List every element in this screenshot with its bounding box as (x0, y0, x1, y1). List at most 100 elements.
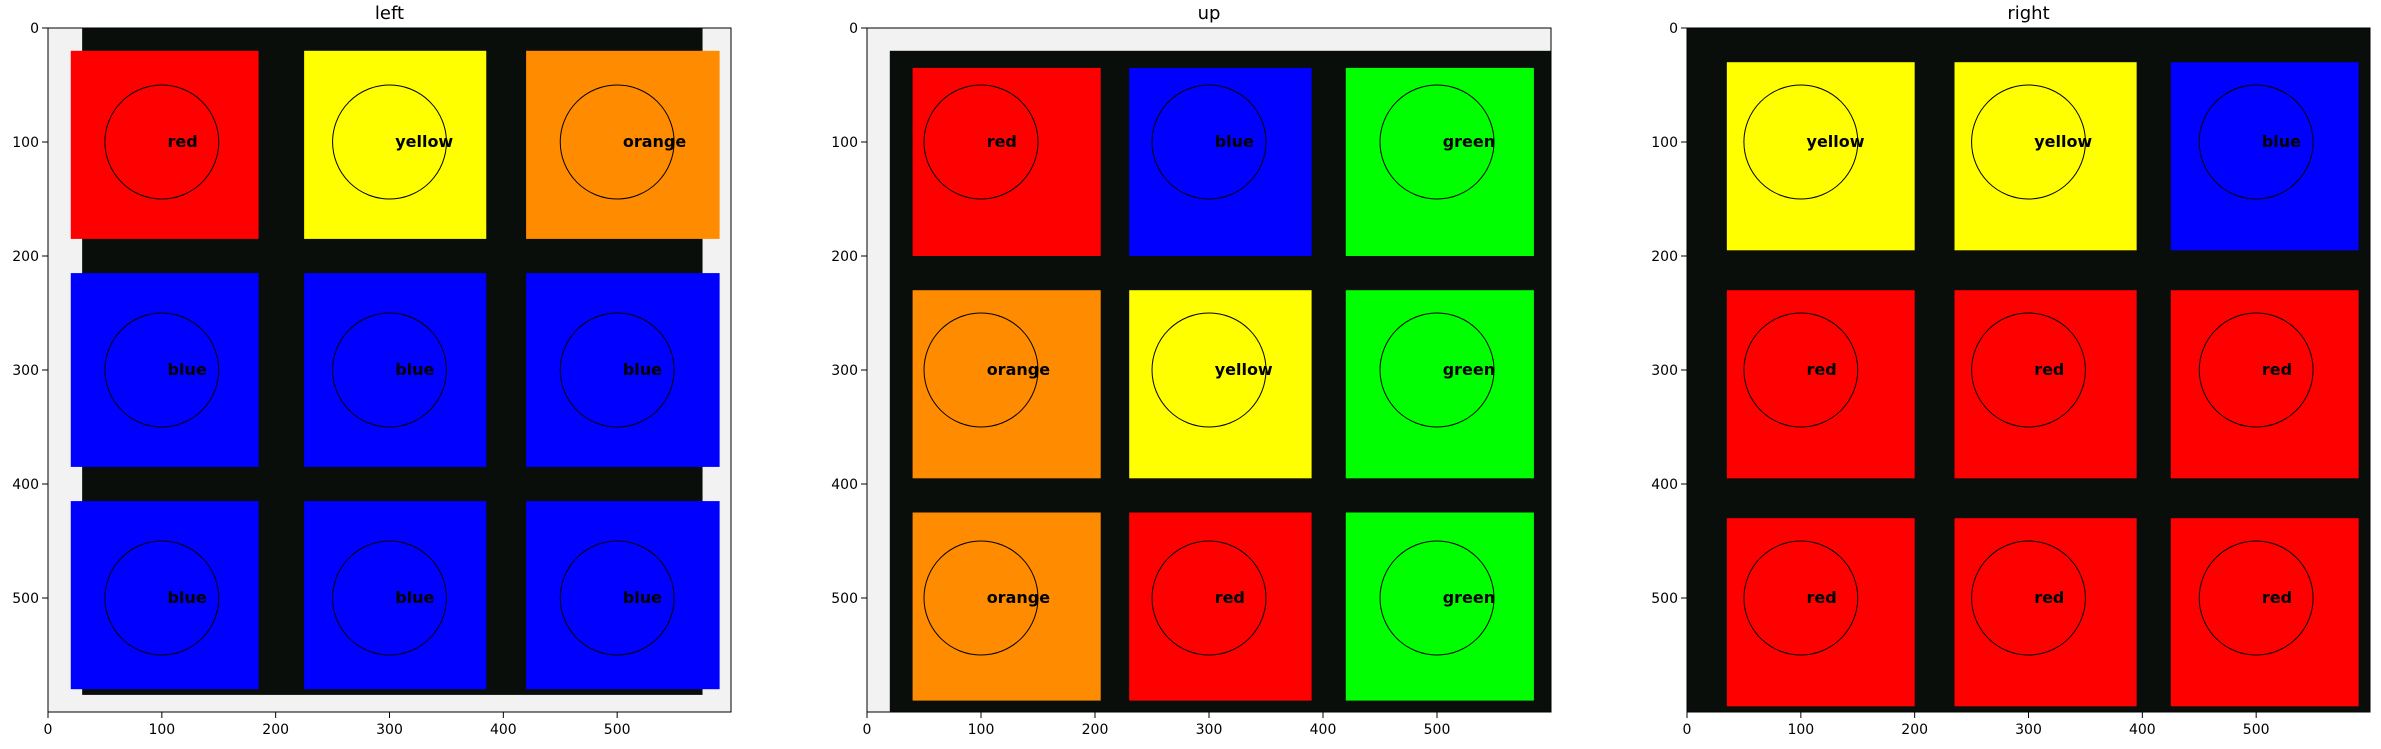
y-tick-label-0: 0 (1669, 21, 1678, 37)
y-tick-label-0: 0 (30, 21, 39, 37)
cell-label-1-1: red (2034, 360, 2064, 379)
cell-circle-1-1 (1151, 312, 1267, 428)
y-tick-label-500: 500 (831, 591, 858, 607)
cell-square-0-2 (526, 50, 720, 239)
cell-circle-1-2 (559, 312, 675, 428)
cell-label-2-2: green (1443, 588, 1495, 607)
x-tick-label-400: 400 (2129, 722, 2156, 738)
cell-square-0-2 (2170, 62, 2359, 251)
x-tick-label-0: 0 (863, 722, 872, 738)
y-tick-label-300: 300 (831, 363, 858, 379)
cell-circle-2-0 (104, 540, 220, 656)
cell-square-2-1 (1129, 512, 1312, 701)
cell-circle-1-0 (104, 312, 220, 428)
cell-square-2-1 (1954, 518, 2137, 707)
cell-square-2-2 (2170, 518, 2359, 707)
y-tick-label-100: 100 (1651, 135, 1678, 151)
cell-circle-2-1 (1151, 540, 1267, 656)
x-tick-label-300: 300 (2015, 722, 2042, 738)
x-tick-label-500: 500 (2243, 722, 2270, 738)
cell-circle-0-0 (1743, 84, 1859, 200)
panel-title: up (1198, 3, 1221, 24)
cell-square-0-2 (1345, 67, 1534, 257)
cell-square-1-1 (304, 273, 487, 467)
cell-label-2-1: red (2034, 588, 2064, 607)
cell-circle-0-0 (104, 84, 220, 200)
cell-square-2-0 (70, 501, 259, 690)
y-tick-label-100: 100 (12, 135, 39, 151)
cell-label-2-0: orange (987, 588, 1051, 607)
cell-circle-2-0 (1743, 540, 1859, 656)
cell-circle-2-2 (1379, 540, 1495, 656)
cell-square-0-1 (1954, 62, 2137, 251)
cell-circle-0-2 (1379, 84, 1495, 200)
y-tick-label-200: 200 (1651, 249, 1678, 265)
y-tick-label-0: 0 (849, 21, 858, 37)
cell-square-1-2 (2170, 290, 2359, 479)
cell-circle-2-2 (2198, 540, 2314, 656)
cell-label-2-2: red (2262, 588, 2292, 607)
cell-square-0-0 (912, 67, 1101, 257)
cell-circle-0-1 (332, 84, 447, 200)
cell-circle-1-0 (1743, 312, 1859, 428)
x-tick-label-200: 200 (1082, 722, 1109, 738)
panel-right: yellow yellow blue red red red red red red 0 100 20… (1651, 3, 2371, 738)
cell-label-2-0: blue (168, 588, 207, 607)
cell-label-1-0: blue (168, 360, 207, 379)
cell-circle-0-1 (1151, 84, 1267, 200)
cell-circle-1-1 (1971, 312, 2086, 428)
x-tick-label-400: 400 (1310, 722, 1337, 738)
cell-square-1-1 (1129, 290, 1312, 479)
x-tick-label-200: 200 (1901, 722, 1928, 738)
x-tick-label-100: 100 (148, 722, 175, 738)
cell-circle-1-2 (1379, 312, 1495, 428)
x-tick-label-500: 500 (1424, 722, 1451, 738)
x-tick-label-0: 0 (1683, 722, 1692, 738)
x-tick-label-400: 400 (490, 722, 517, 738)
cell-label-0-1: yellow (2034, 132, 2092, 151)
y-tick-label-200: 200 (12, 249, 39, 265)
y-tick-label-300: 300 (12, 363, 39, 379)
y-tick-label-100: 100 (831, 135, 858, 151)
cell-square-1-1 (1954, 290, 2137, 479)
cell-label-0-0: red (168, 132, 198, 151)
x-tick-label-100: 100 (968, 722, 995, 738)
cell-label-1-2: green (1443, 360, 1495, 379)
cell-square-1-0 (70, 273, 259, 467)
y-tick-label-500: 500 (12, 591, 39, 607)
cell-circle-0-0 (923, 84, 1039, 200)
cell-label-1-1: yellow (1215, 360, 1273, 379)
panel-up: red blue green orange yellow green orange red gr… (831, 3, 1552, 738)
cell-label-0-1: yellow (395, 132, 453, 151)
cell-label-0-0: red (987, 132, 1017, 151)
panel-title: left (375, 3, 404, 24)
y-tick-label-400: 400 (12, 477, 39, 493)
y-tick-label-500: 500 (1651, 591, 1678, 607)
cell-circle-0-2 (2198, 84, 2314, 200)
cell-circle-0-1 (1971, 84, 2086, 200)
cell-circle-0-2 (559, 84, 675, 200)
cell-circle-2-0 (923, 540, 1039, 656)
cell-square-1-0 (1726, 290, 1915, 479)
x-tick-label-300: 300 (1196, 722, 1223, 738)
cell-label-1-0: orange (987, 360, 1051, 379)
y-tick-label-400: 400 (1651, 477, 1678, 493)
cell-square-2-2 (526, 501, 720, 690)
cell-square-0-0 (70, 50, 259, 239)
x-tick-label-500: 500 (604, 722, 631, 738)
cell-label-1-0: red (1807, 360, 1837, 379)
cell-label-2-0: red (1807, 588, 1837, 607)
cell-label-2-1: blue (395, 588, 434, 607)
panel-left: red yellow orange blue blue blue blue blue blue 0… (12, 3, 732, 738)
cell-square-1-2 (526, 273, 720, 467)
x-tick-label-100: 100 (1787, 722, 1814, 738)
cell-square-2-0 (1726, 518, 1915, 707)
x-tick-label-300: 300 (376, 722, 403, 738)
cell-square-2-1 (304, 501, 487, 690)
cell-square-0-1 (304, 50, 487, 239)
cell-circle-1-0 (923, 312, 1039, 428)
cell-label-0-0: yellow (1807, 132, 1865, 151)
cell-circle-2-2 (559, 540, 675, 656)
cell-circle-2-1 (332, 540, 447, 656)
